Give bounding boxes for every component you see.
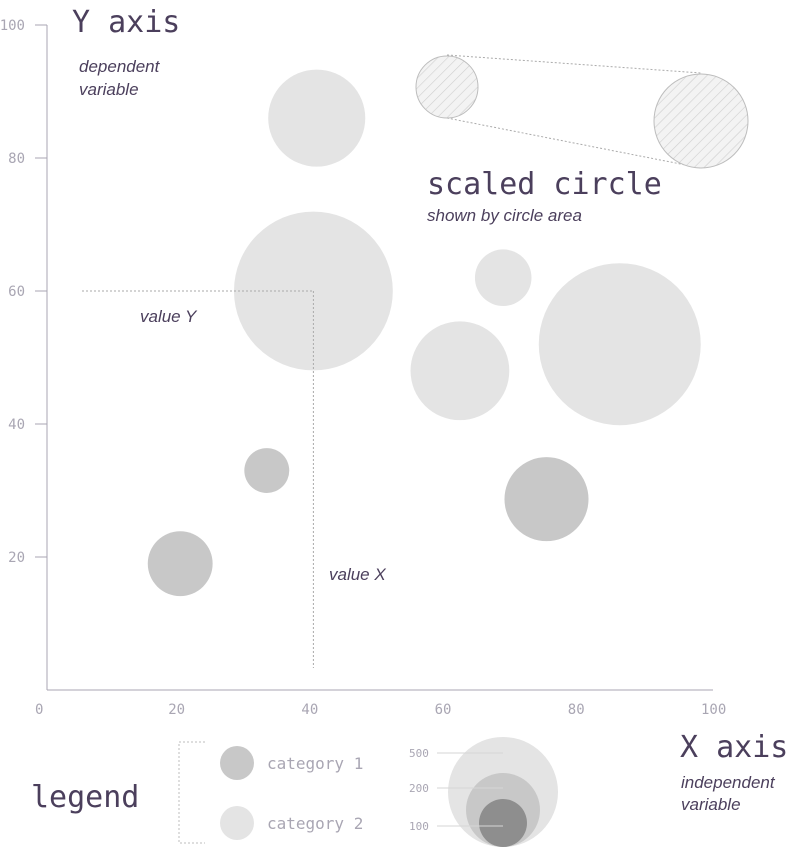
size-key-circle-100 [479, 799, 527, 847]
x-tick-label-80: 80 [568, 702, 585, 718]
scaled-circle-title: scaled circle [427, 167, 662, 202]
size-key-label-100: 100 [409, 820, 429, 833]
bubbles [147, 69, 701, 597]
bubble-series2-point5 [538, 263, 701, 426]
x-tick-label-100: 100 [701, 702, 726, 718]
size-key-label-500: 500 [409, 747, 429, 760]
legend-label-category-1: category 1 [267, 754, 363, 773]
x-axis-description-line2: variable [681, 795, 741, 814]
x-tick-label-40: 40 [301, 702, 318, 718]
legend-swatch-category-2 [220, 806, 254, 840]
legend-title: legend [31, 780, 139, 815]
y-tick-label-60: 60 [8, 284, 25, 300]
legend-label-category-2: category 2 [267, 814, 363, 833]
size-key-label-200: 200 [409, 782, 429, 795]
legend: legend category 1 category 2 500 200 100 [31, 737, 558, 847]
legend-bracket [178, 741, 205, 844]
bubble-series2-point3 [474, 249, 532, 306]
bubble-series2-point4 [410, 321, 510, 421]
bubble-series1-point3 [504, 457, 589, 542]
y-tick-label-80: 80 [8, 151, 25, 167]
scaled-circle-illustration [415, 54, 749, 169]
y-tick-label-100: 100 [0, 18, 25, 34]
bubble-series2-point1 [268, 69, 366, 167]
scale-circle-small [415, 55, 479, 119]
x-tick-label-60: 60 [435, 702, 452, 718]
x-tick-label-20: 20 [168, 702, 185, 718]
axis-ticks: 0 20 40 60 80 100 20 40 60 80 100 [0, 18, 726, 718]
legend-swatch-category-1 [220, 746, 254, 780]
value-y-label: value Y [140, 307, 198, 326]
y-axis-description-line2: variable [79, 80, 139, 99]
bubble-series1-point1 [147, 531, 213, 597]
scale-connector-top [446, 54, 702, 74]
value-guides [82, 290, 314, 668]
value-x-label: value X [329, 565, 386, 584]
scaled-circle-description: shown by circle area [427, 206, 582, 225]
axes [46, 25, 713, 691]
x-axis-title: X axis [680, 730, 788, 765]
bubble-series1-point2 [244, 448, 290, 494]
x-tick-label-0: 0 [35, 702, 43, 718]
scale-circle-large [653, 73, 749, 169]
y-axis-description-line1: dependent [79, 57, 161, 76]
y-tick-label-20: 20 [8, 550, 25, 566]
y-axis-title: Y axis [72, 5, 180, 40]
scale-connector-bottom [446, 117, 702, 169]
x-axis-description-line1: independent [681, 773, 776, 792]
y-tick-label-40: 40 [8, 417, 25, 433]
